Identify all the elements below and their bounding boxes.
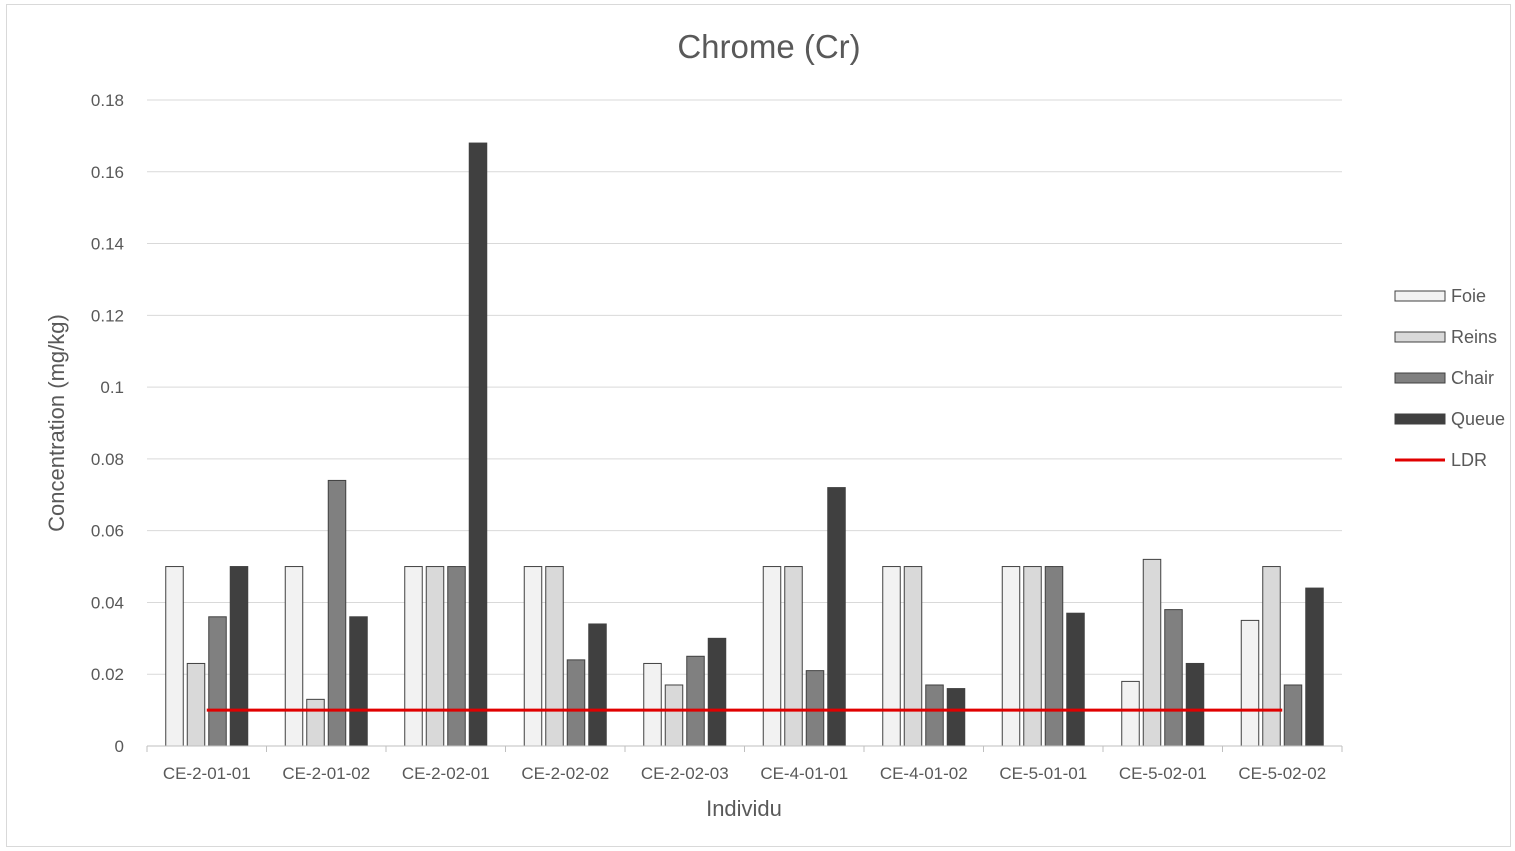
bar: [784, 566, 803, 747]
bar: [349, 616, 368, 747]
bar: [762, 566, 782, 747]
grid-lines: [147, 99, 1342, 675]
y-tick-label: 0.08: [91, 450, 124, 469]
bar: [1305, 587, 1324, 747]
chart-title: Chrome (Cr): [677, 28, 860, 65]
y-tick-label: 0.02: [91, 665, 124, 684]
bar: [306, 698, 325, 747]
bar: [165, 566, 184, 747]
bar: [643, 662, 662, 747]
bar: [1023, 566, 1042, 747]
legend-swatch: [1394, 290, 1446, 302]
bar: [327, 479, 347, 747]
bar: [1121, 680, 1140, 747]
bar: [946, 688, 966, 747]
legend-label: Foie: [1451, 286, 1486, 306]
bar: [523, 566, 543, 747]
bar: [284, 566, 304, 747]
bar: [1262, 566, 1281, 747]
x-tick-label: CE-4-01-01: [760, 764, 848, 783]
y-tick-label: 0.16: [91, 163, 124, 182]
legend-label: Chair: [1451, 368, 1494, 388]
x-tick-label: CE-5-01-01: [999, 764, 1087, 783]
y-tick-label: 0: [115, 737, 124, 756]
y-axis-title: Concentration (mg/kg): [44, 314, 69, 532]
x-axis: CE-2-01-01 CE-2-01-02 CE-2-02-01 CE-2-02-02…: [146, 745, 1343, 783]
x-tick-label: CE-2-02-02: [521, 764, 609, 783]
y-tick-label: 0.14: [91, 235, 124, 254]
bar: [545, 566, 564, 747]
legend-label: Queue: [1451, 409, 1505, 429]
bar: [425, 566, 445, 747]
x-tick-label: CE-5-02-01: [1119, 764, 1207, 783]
y-axis-ticks: 0 0.02 0.04 0.06 0.08 0.1 0.12 0.14 0.16 0.18: [91, 91, 124, 756]
bar: [447, 566, 466, 747]
bar: [468, 142, 488, 747]
bar: [229, 566, 249, 747]
x-tick-label: CE-4-01-02: [880, 764, 968, 783]
bar: [686, 655, 705, 747]
legend-swatch: [1394, 413, 1446, 425]
bar: [1164, 609, 1183, 747]
legend-label: LDR: [1451, 450, 1487, 470]
chart-frame: [6, 4, 1511, 847]
y-tick-label: 0.06: [91, 522, 124, 541]
legend-swatch: [1394, 331, 1446, 343]
x-axis-title: Individu: [706, 796, 782, 821]
bar: [588, 623, 607, 747]
x-tick-label: CE-2-01-02: [282, 764, 370, 783]
x-tick-label: CE-2-02-03: [641, 764, 729, 783]
bar: [186, 662, 206, 747]
bar: [1240, 619, 1260, 747]
x-tick-label: CE-2-01-01: [163, 764, 251, 783]
y-tick-label: 0.18: [91, 91, 124, 110]
bar: [707, 637, 727, 747]
bars: [165, 142, 1324, 747]
bar: [1066, 612, 1085, 747]
x-tick-label: CE-5-02-02: [1238, 764, 1326, 783]
x-tick-label: CE-2-02-01: [402, 764, 490, 783]
bar: [566, 659, 586, 747]
bar: [925, 684, 944, 747]
bar: [903, 566, 923, 747]
legend-swatch: [1394, 372, 1446, 384]
bar: [404, 566, 423, 747]
bar: [827, 487, 846, 747]
bar: [208, 616, 227, 747]
bar: [1283, 684, 1303, 747]
legend: Foie Reins Chair Queue LDR: [1394, 286, 1505, 470]
bar: [1001, 566, 1021, 747]
bar: [1044, 566, 1064, 747]
bar: [1142, 558, 1162, 747]
y-tick-label: 0.04: [91, 593, 124, 612]
bar: [882, 566, 901, 747]
bar: [1185, 662, 1205, 747]
y-tick-label: 0.12: [91, 306, 124, 325]
bar: [664, 684, 684, 747]
legend-label: Reins: [1451, 327, 1497, 347]
y-tick-label: 0.1: [100, 378, 124, 397]
bar: [805, 670, 825, 747]
